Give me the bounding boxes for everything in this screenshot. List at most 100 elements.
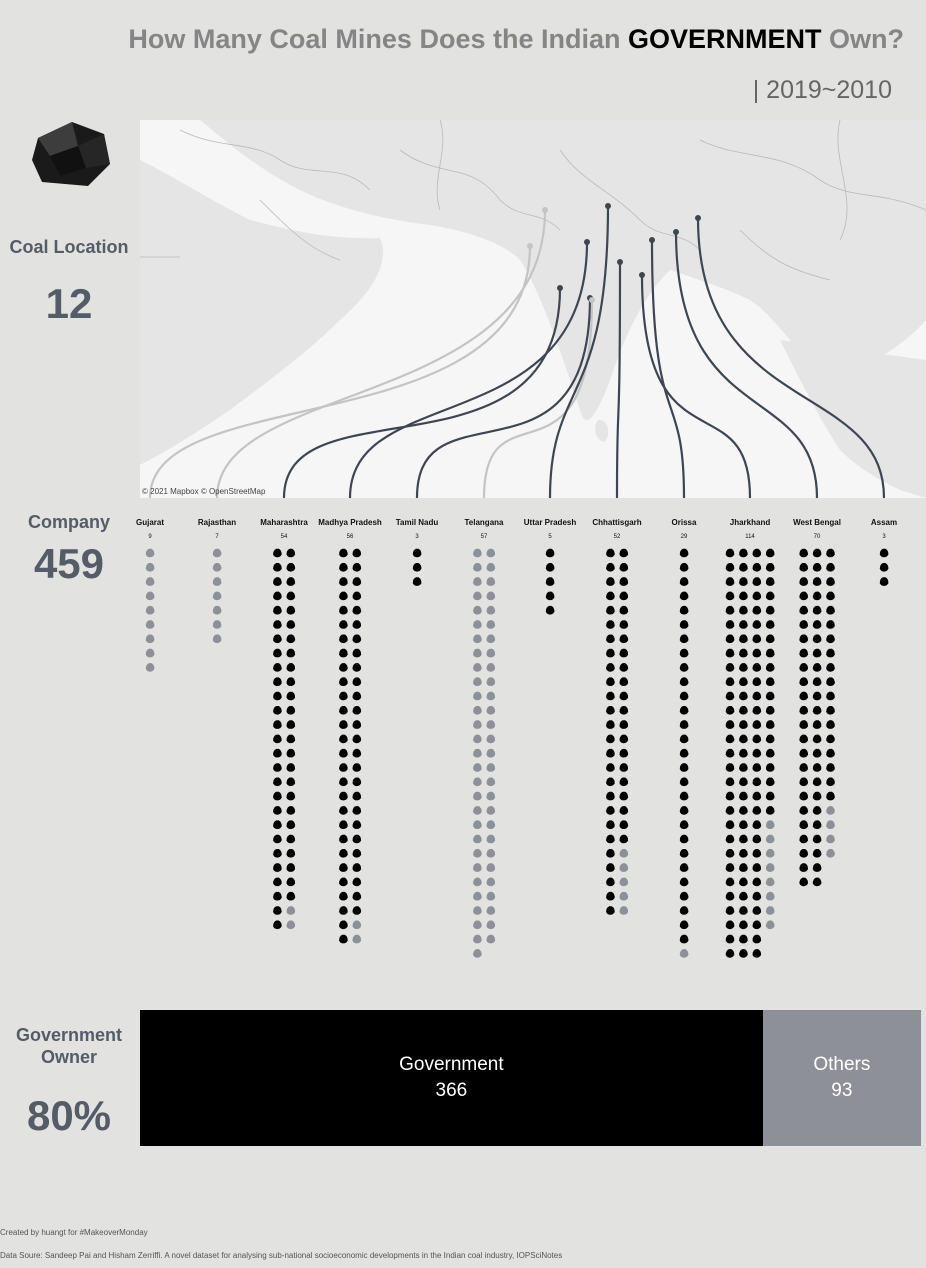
mine-dot-government bbox=[739, 877, 748, 887]
mine-dot-government bbox=[679, 920, 689, 930]
map-pin-orissa bbox=[649, 237, 655, 243]
mine-dot-government bbox=[619, 691, 629, 701]
mine-dot-government bbox=[339, 706, 348, 715]
mine-dot-government bbox=[273, 706, 282, 715]
mine-dot-government bbox=[339, 734, 348, 744]
mine-dot-government bbox=[273, 891, 282, 901]
mine-dot-government bbox=[752, 577, 762, 586]
map-flow-line-uttar-pradesh bbox=[548, 205, 610, 499]
mine-dot-government bbox=[752, 863, 762, 872]
mine-dot-government bbox=[619, 577, 629, 586]
map-flow-line-madhya-pradesh bbox=[348, 241, 589, 499]
state-total-orissa: 29 bbox=[681, 534, 688, 540]
mine-dot-government bbox=[826, 634, 835, 644]
mine-dot-government bbox=[765, 763, 775, 772]
mine-dot-government bbox=[799, 663, 809, 672]
mine-dot-others bbox=[486, 648, 496, 658]
mine-dot-government bbox=[679, 849, 689, 858]
mine-dot-government bbox=[352, 863, 362, 872]
mine-dot-government bbox=[606, 691, 615, 701]
mine-dot-government bbox=[739, 849, 748, 858]
mine-dot-government bbox=[273, 720, 282, 729]
mine-dot-government bbox=[273, 920, 282, 930]
mine-dot-government bbox=[619, 748, 629, 758]
mine-dot-government bbox=[619, 777, 629, 787]
mine-dot-government bbox=[619, 548, 629, 558]
mine-dot-government bbox=[799, 620, 809, 629]
mine-dot-others bbox=[473, 934, 482, 944]
mine-dot-government bbox=[739, 634, 748, 644]
mine-dot-government bbox=[679, 863, 689, 872]
mine-dot-government bbox=[725, 663, 735, 672]
mine-dot-government bbox=[286, 763, 296, 772]
mine-dot-government bbox=[879, 577, 889, 586]
mine-dot-government bbox=[352, 706, 362, 715]
mine-dot-government bbox=[339, 663, 348, 672]
mine-dot-others bbox=[352, 920, 362, 930]
map-pin-west-bengal bbox=[673, 229, 679, 235]
mine-dot-others bbox=[486, 763, 496, 772]
mine-dot-government bbox=[679, 906, 689, 915]
mine-dot-government bbox=[739, 949, 748, 958]
mine-dot-government bbox=[606, 563, 615, 572]
mine-dot-government bbox=[812, 605, 822, 615]
mine-dot-government bbox=[606, 763, 615, 772]
india-map[interactable] bbox=[140, 119, 926, 499]
mine-dot-government bbox=[812, 820, 822, 829]
mine-dot-government bbox=[739, 777, 748, 787]
mine-dot-government bbox=[679, 720, 689, 729]
mine-dot-government bbox=[606, 849, 615, 858]
mine-dot-others bbox=[486, 777, 496, 787]
mine-dot-government bbox=[286, 777, 296, 787]
mine-dot-government bbox=[286, 577, 296, 586]
mine-dot-others bbox=[212, 620, 222, 629]
mine-dot-government bbox=[812, 720, 822, 729]
mine-dot-government bbox=[273, 620, 282, 629]
mine-dot-others bbox=[473, 648, 482, 658]
mine-dot-others bbox=[765, 891, 775, 901]
state-total-gujarat: 9 bbox=[148, 534, 152, 540]
state-total-maharashtra: 54 bbox=[281, 534, 288, 540]
mine-dot-government bbox=[606, 720, 615, 729]
mine-dot-others bbox=[473, 691, 482, 701]
mine-dot-others bbox=[765, 863, 775, 872]
mine-dot-government bbox=[619, 763, 629, 772]
mine-dot-others bbox=[826, 820, 835, 829]
mine-dot-government bbox=[739, 563, 748, 572]
mine-dot-government bbox=[739, 548, 748, 558]
mine-dot-others bbox=[619, 863, 629, 872]
mine-dot-government bbox=[286, 648, 296, 658]
others-bar[interactable]: Others 93 bbox=[762, 1010, 921, 1146]
mine-dot-others bbox=[486, 720, 496, 729]
mine-dot-others bbox=[826, 834, 835, 844]
mine-dot-government bbox=[339, 863, 348, 872]
mine-dot-government bbox=[826, 763, 835, 772]
mine-dot-government bbox=[339, 806, 348, 815]
mine-dot-government bbox=[799, 877, 809, 887]
mine-dot-government bbox=[606, 548, 615, 558]
mine-dot-government bbox=[765, 563, 775, 572]
mine-dot-government bbox=[725, 863, 735, 872]
mine-dot-government bbox=[799, 763, 809, 772]
mine-dot-government bbox=[273, 677, 282, 686]
mine-dot-government bbox=[606, 806, 615, 815]
mine-dot-government bbox=[752, 877, 762, 887]
map-pin-uttar-pradesh bbox=[605, 203, 611, 209]
mine-dot-government bbox=[606, 791, 615, 801]
mine-dot-government bbox=[273, 734, 282, 744]
mine-dot-government bbox=[286, 863, 296, 872]
mine-dot-government bbox=[799, 563, 809, 572]
mine-dot-government bbox=[752, 791, 762, 801]
mine-dot-others bbox=[486, 877, 496, 887]
mine-dot-others bbox=[212, 548, 222, 558]
mine-dot-others bbox=[473, 563, 482, 572]
mine-dot-others bbox=[619, 877, 629, 887]
mine-dot-government bbox=[286, 634, 296, 644]
government-bar[interactable]: Government 366 bbox=[140, 1010, 763, 1146]
mine-dot-government bbox=[739, 677, 748, 686]
date-range-subtitle: | 2019~2010 bbox=[752, 76, 892, 104]
mine-dot-government bbox=[619, 806, 629, 815]
mine-dot-government bbox=[352, 748, 362, 758]
map-pin-maharashtra bbox=[557, 285, 563, 291]
mine-dot-others bbox=[473, 605, 482, 615]
